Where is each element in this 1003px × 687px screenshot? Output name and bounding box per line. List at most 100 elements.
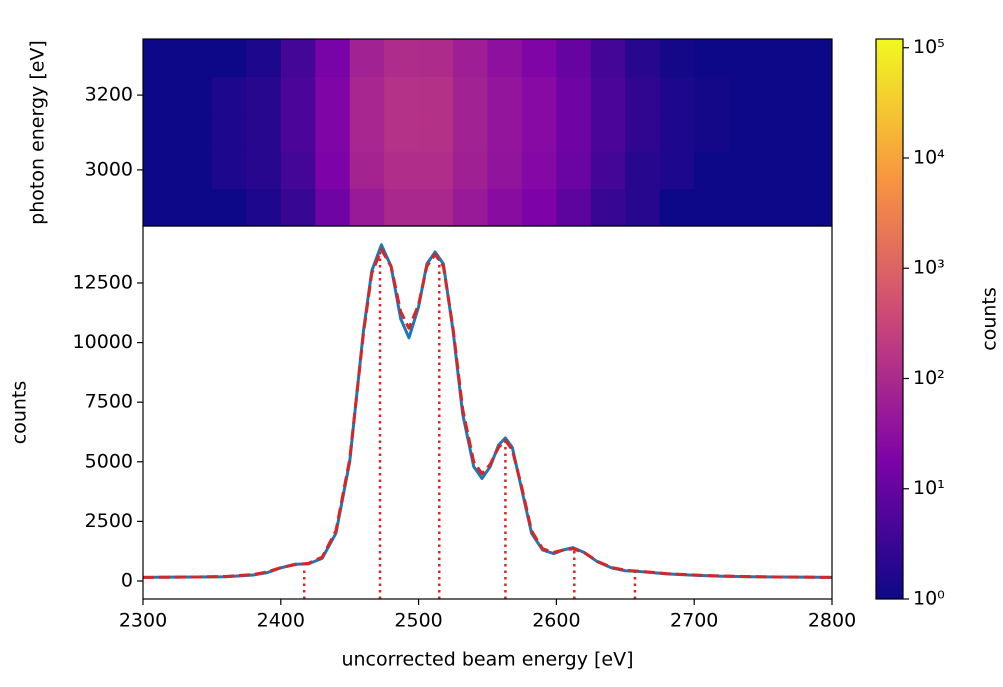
heatmap-cell — [556, 188, 592, 227]
heatmap-cell — [694, 76, 730, 115]
heatmap-cell — [590, 39, 626, 77]
heatmap-cell — [143, 76, 178, 115]
heatmap-cell — [590, 113, 626, 152]
colorbar-label: counts — [979, 287, 1001, 351]
heatmap-cell — [625, 188, 661, 227]
x-tick-label: 2400 — [257, 610, 305, 632]
heatmap-cell — [521, 151, 557, 190]
heatmap-cell — [659, 39, 695, 77]
heatmap-cell — [349, 188, 385, 227]
heatmap-cell — [453, 113, 488, 152]
colorbar — [875, 38, 904, 600]
x-tick-label: 2800 — [808, 610, 856, 632]
heatmap-cell — [521, 113, 557, 152]
heatmap-cell — [728, 76, 764, 115]
heatmap-cell — [211, 188, 247, 227]
heatmap-cell — [797, 151, 833, 190]
colorbar-tick-label: 10¹ — [913, 477, 945, 499]
heatmap-cell — [315, 188, 351, 227]
heatmap-cell — [246, 151, 282, 190]
heatmap-cell — [384, 76, 420, 115]
heatmap-cell — [177, 76, 213, 115]
data-line — [142, 243, 833, 579]
heatmap-cell — [418, 151, 454, 190]
y-tick-label: 0 — [121, 569, 133, 591]
heatmap-cell — [487, 76, 523, 115]
heatmap-cell — [418, 76, 454, 115]
heatmap-cell — [280, 76, 316, 115]
heatmap-cell — [521, 188, 557, 227]
heatmap-cell — [556, 151, 592, 190]
heatmap-cell — [384, 188, 420, 227]
heatmap-cell — [659, 188, 695, 227]
heatmap-cell — [418, 39, 454, 77]
heatmap-cell — [521, 39, 557, 77]
x-tick-label: 2600 — [532, 610, 580, 632]
axes-frame — [142, 225, 833, 600]
heatmap-cell — [797, 113, 833, 152]
heatmap-cell — [315, 39, 351, 77]
heatmap-cell — [487, 39, 523, 77]
heatmap-cell — [659, 151, 695, 190]
heatmap-cell — [143, 188, 178, 227]
heatmap-cell — [349, 151, 385, 190]
heatmap-cell — [763, 39, 799, 77]
heatmap-cell — [280, 39, 316, 77]
heatmap-cell — [143, 39, 178, 77]
heatmap-cell — [694, 39, 730, 77]
heatmap-cell — [246, 113, 282, 152]
heatmap-cell — [521, 76, 557, 115]
heatmap-cell — [797, 188, 833, 227]
heatmap-cell — [246, 39, 282, 77]
heatmap-cell — [763, 113, 799, 152]
heatmap-cell — [315, 113, 351, 152]
heatmap-cell — [453, 76, 488, 115]
heatmap-cell — [143, 113, 178, 152]
heatmap-cell — [453, 188, 488, 227]
heatmap-cell — [143, 151, 178, 190]
heatmap-cell — [590, 76, 626, 115]
heatmap-cell — [728, 39, 764, 77]
heatmap-cell — [763, 151, 799, 190]
y-tick-label: 2500 — [85, 510, 133, 532]
heatmap-cell — [556, 113, 592, 152]
heatmap-cell — [453, 151, 488, 190]
heatmap-cell — [625, 76, 661, 115]
heatmap-cell — [418, 188, 454, 227]
heatmap-cell — [487, 188, 523, 227]
heatmap-cell — [728, 188, 764, 227]
y-tick-label: 7500 — [85, 391, 133, 413]
heatmap-cell — [349, 113, 385, 152]
heatmap-cell — [625, 151, 661, 190]
heatmap-cell — [694, 151, 730, 190]
colorbar-tick-label: 10⁵ — [913, 36, 945, 58]
heatmap-cell — [797, 76, 833, 115]
heatmap-cell — [659, 113, 695, 152]
heatmap-cell — [315, 151, 351, 190]
heatmap-cell — [556, 76, 592, 115]
heatmap-cell — [487, 113, 523, 152]
heatmap-cell — [418, 113, 454, 152]
x-axis-label: uncorrected beam energy [eV] — [341, 649, 633, 671]
colorbar-tick-label: 10⁰ — [913, 588, 945, 610]
heatmap-cell — [728, 113, 764, 152]
heatmap-cell — [384, 39, 420, 77]
heatmap-cell — [177, 188, 213, 227]
heatmap-cell — [487, 151, 523, 190]
y-tick-label: 10000 — [73, 331, 133, 353]
heatmap-cell — [590, 151, 626, 190]
heatmap-cell — [590, 188, 626, 227]
colorbar-tick-label: 10² — [913, 367, 945, 389]
heatmap-cell — [453, 39, 488, 77]
heatmap-cell — [177, 113, 213, 152]
heatmap-cell — [280, 113, 316, 152]
heatmap-cell — [177, 151, 213, 190]
heatmap-cell — [694, 188, 730, 227]
y-axis-label: photon energy [eV] — [27, 40, 49, 225]
heatmap-cell — [211, 39, 247, 77]
heatmap-cell — [211, 151, 247, 190]
heatmap-cell — [728, 151, 764, 190]
y-tick-label: 3000 — [85, 158, 133, 180]
heatmap-cell — [763, 76, 799, 115]
